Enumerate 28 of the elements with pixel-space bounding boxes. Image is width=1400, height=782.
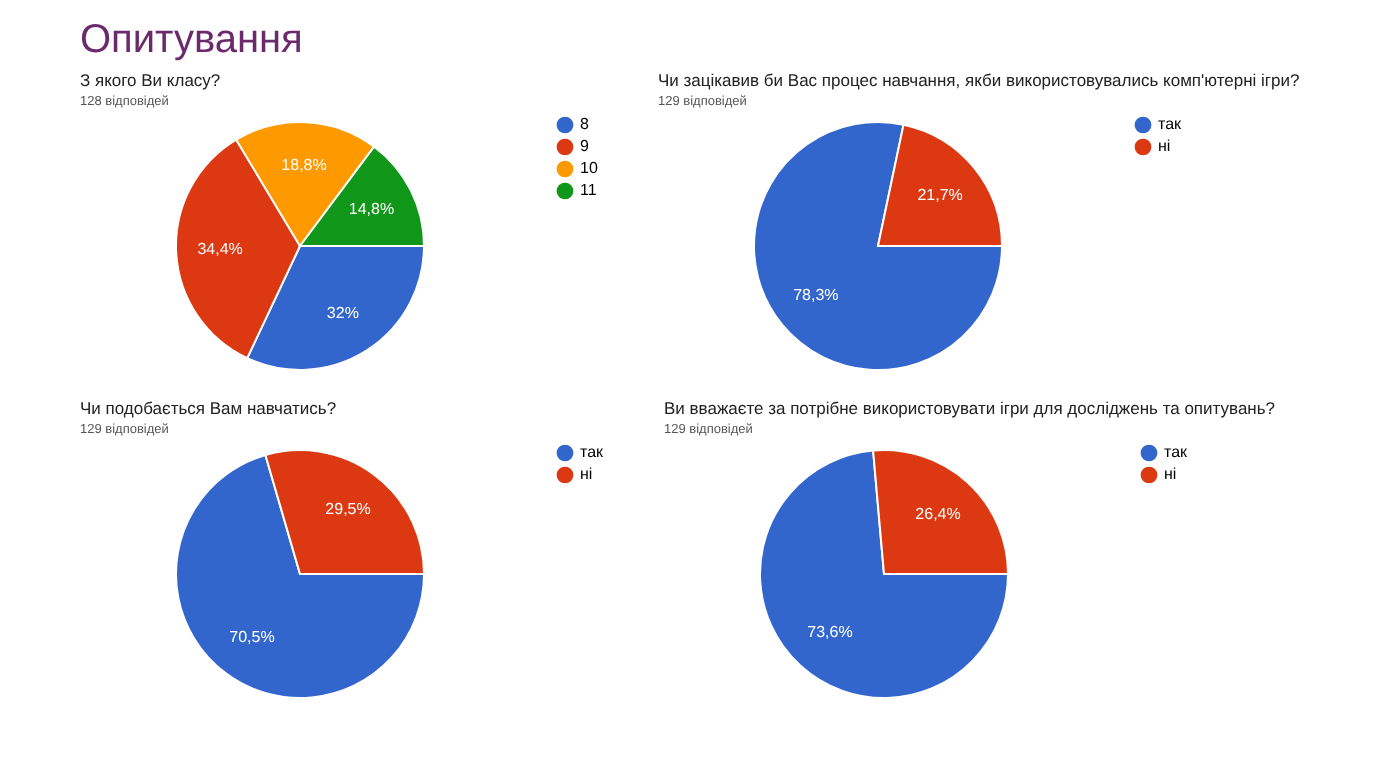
chart-title: З якого Ви класу? (80, 70, 221, 90)
data-label: 70,5% (229, 627, 275, 646)
legend-label: 11 (580, 181, 598, 199)
legend-label: ні (1158, 137, 1171, 155)
data-label: 73,6% (807, 623, 853, 641)
pie-slice (759, 449, 1009, 699)
legend-label: так (580, 443, 605, 461)
chart-title: Ви вважаєте за потрібне використовувати ігри для досліджень та опитувань? (664, 398, 1276, 418)
data-label: 78,3% (793, 286, 839, 305)
pie-slice (175, 453, 425, 699)
chart-title: Чи подобається Вам навчатись? (80, 398, 337, 418)
data-label: 34,4% (197, 240, 243, 259)
text: Опитування (80, 18, 303, 62)
legend-label: так (1158, 115, 1183, 133)
data-label: 18,8% (281, 156, 327, 175)
data-label: 26,4% (915, 505, 961, 523)
legend-label: ні (1164, 465, 1177, 483)
legend-label: 9 (580, 137, 590, 155)
data-label: 21,7% (917, 185, 963, 204)
legend-label: так (1164, 443, 1189, 461)
data-label: 32% (326, 303, 359, 322)
legend-label: 10 (580, 159, 599, 177)
pie-slice (753, 121, 1003, 371)
chart-title: Чи зацікавив би Вас процес навчання, якби використовувались комп'ютерні ігри? (658, 70, 1300, 90)
legend-label: ні (580, 465, 593, 483)
data-label: 29,5% (325, 500, 371, 519)
data-label: 14,8% (348, 200, 395, 219)
legend-label: 8 (580, 115, 590, 133)
